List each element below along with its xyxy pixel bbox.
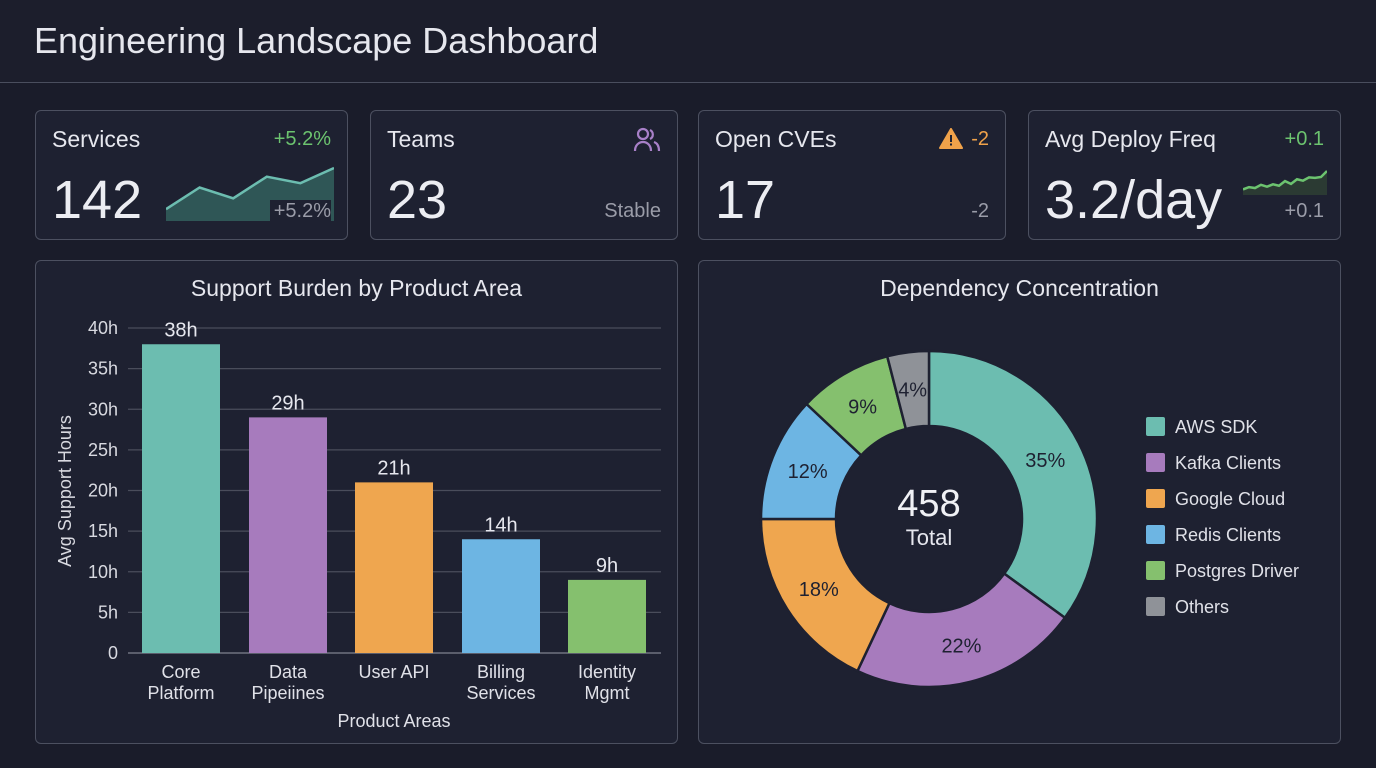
bar-value-label: 38h — [164, 319, 197, 341]
bar-chart: 0 5h 10h 15h 20h 25h 30h 35h 40h Avg Support Hour… — [55, 318, 661, 731]
legend-label: Redis Clients — [1175, 525, 1281, 545]
slice-label: 35% — [1025, 450, 1065, 472]
kpi-delta: -2 — [971, 128, 989, 150]
y-tick-label: 15h — [88, 521, 118, 541]
sparkline — [1243, 170, 1327, 195]
legend-swatch — [1146, 525, 1165, 544]
kpi-card-teams[interactable]: Teams 23 Stable — [370, 110, 678, 240]
kpi-card-services[interactable]: Services +5.2% 142 +5.2% — [35, 110, 348, 240]
slice-label: 18% — [799, 579, 839, 601]
legend-swatch — [1146, 417, 1165, 436]
legend-label: Others — [1175, 597, 1229, 617]
sparkline-line — [1243, 170, 1327, 191]
slice-label: 4% — [898, 380, 927, 402]
chart-title: Support Burden by Product Area — [190, 275, 523, 301]
kpi-delta: +5.2% — [273, 128, 331, 150]
slice-label: 9% — [848, 397, 877, 419]
y-tick-label: 35h — [88, 359, 118, 379]
kpi-delta: +0.1 — [1284, 128, 1324, 150]
donut-total-value: 458 — [897, 483, 960, 525]
bar-chart-panel: Support Burden by Product Area 0 5h 10h 15h… — [35, 260, 678, 744]
legend-swatch — [1146, 561, 1165, 580]
bar[interactable] — [355, 482, 433, 653]
kpi-value: 17 — [715, 170, 776, 230]
kpi-card-deploy-freq[interactable]: Avg Deploy Freq +0.1 3.2/day +0.1 — [1028, 110, 1341, 240]
legend-swatch — [1146, 597, 1165, 616]
sparkline-area — [1243, 171, 1327, 195]
kpi-sub: -2 — [971, 200, 989, 222]
legend-label: Postgres Driver — [1175, 561, 1299, 581]
warning-icon — [939, 128, 963, 149]
x-tick-label: Identity — [578, 662, 636, 682]
x-tick-label: Data — [269, 662, 308, 682]
y-tick-label: 20h — [88, 481, 118, 501]
donut-chart-panel: Dependency Concentration 35% 22% 18% 12% 9% 4… — [698, 260, 1341, 744]
x-tick-label: Services — [466, 683, 535, 703]
legend-label: AWS SDK — [1175, 417, 1257, 437]
page-title: Engineering Landscape Dashboard — [34, 20, 599, 61]
slice-label: 22% — [941, 635, 981, 657]
y-tick-label: 30h — [88, 399, 118, 419]
bar[interactable] — [568, 579, 646, 653]
bar-value-label: 14h — [484, 514, 517, 536]
kpi-label: Teams — [387, 126, 455, 152]
x-tick-label: Platform — [147, 683, 214, 703]
chart-title: Dependency Concentration — [880, 275, 1159, 301]
bar[interactable] — [249, 417, 327, 653]
y-tick-label: 10h — [88, 562, 118, 582]
y-axis-label: Avg Support Hours — [55, 415, 75, 567]
kpi-label: Avg Deploy Freq — [1045, 126, 1216, 152]
kpi-value: 3.2/day — [1045, 170, 1223, 230]
kpi-sub: Stable — [604, 200, 661, 222]
legend-label: Google Cloud — [1175, 489, 1285, 509]
kpi-label: Open CVEs — [715, 126, 837, 152]
bar[interactable] — [462, 539, 540, 653]
y-tick-label: 40h — [88, 318, 118, 338]
x-tick-label: Billing — [477, 662, 525, 682]
x-tick-label: Mgmt — [585, 683, 630, 703]
y-tick-label: 0 — [108, 643, 118, 663]
sparkline-line — [166, 166, 334, 211]
donut-slice[interactable] — [927, 349, 1099, 620]
header: Engineering Landscape Dashboard — [0, 0, 1376, 83]
kpi-sub: +0.1 — [1284, 200, 1324, 222]
donut-slice[interactable] — [885, 349, 931, 431]
bar-value-label: 29h — [271, 392, 304, 414]
bar-value-label: 21h — [377, 457, 410, 479]
kpi-card-open-cves[interactable]: Open CVEs -2 17 -2 — [698, 110, 1006, 240]
legend-swatch — [1146, 489, 1165, 508]
slice-label: 12% — [788, 461, 828, 483]
x-tick-label: Core — [161, 662, 200, 682]
y-tick-label: 25h — [88, 440, 118, 460]
donut-slice[interactable] — [855, 571, 1067, 689]
bar[interactable] — [142, 344, 220, 653]
users-icon — [633, 127, 661, 152]
kpi-value: 142 — [52, 170, 143, 230]
bar-value-label: 9h — [596, 555, 618, 577]
x-tick-label: User API — [358, 662, 429, 682]
x-axis-label: Product Areas — [337, 711, 450, 731]
kpi-sub: +5.2% — [269, 200, 331, 223]
x-tick-label: Pipeiines — [251, 683, 324, 703]
donut-total-label: Total — [906, 525, 952, 550]
legend-label: Kafka Clients — [1175, 453, 1281, 473]
y-tick-label: 5h — [98, 602, 118, 622]
kpi-label: Services — [52, 126, 141, 152]
legend-swatch — [1146, 453, 1165, 472]
kpi-value: 23 — [387, 170, 448, 230]
